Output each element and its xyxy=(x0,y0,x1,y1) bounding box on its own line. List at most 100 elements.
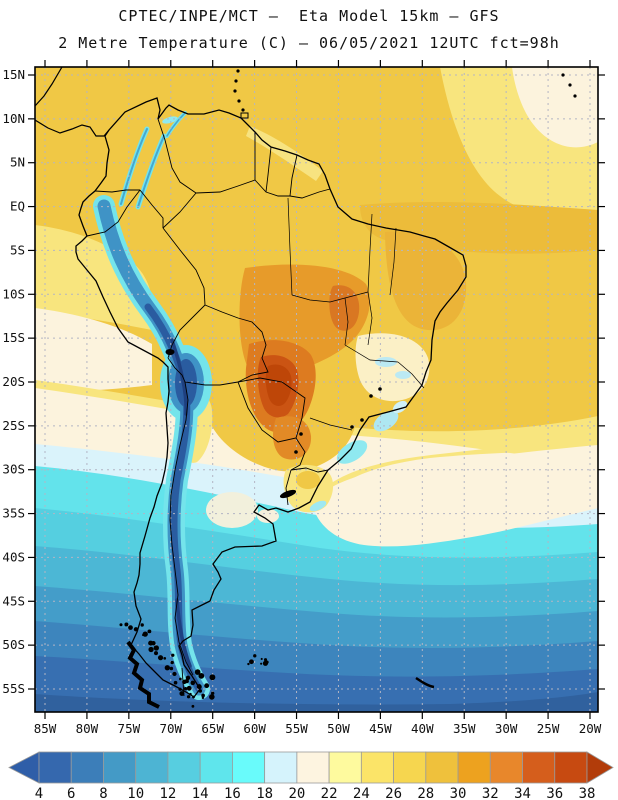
border-guianas-brazil xyxy=(254,179,331,199)
state-line-6 xyxy=(344,297,349,346)
field-paraguay-orange xyxy=(273,416,312,460)
lon-label: 55W xyxy=(285,721,308,736)
state-line-7 xyxy=(344,344,399,363)
malvinas-speck xyxy=(263,658,268,662)
fjord-speck xyxy=(164,665,170,671)
tdf-speck xyxy=(204,683,210,689)
border-uruguay-argentina xyxy=(285,469,292,506)
tdf-speck xyxy=(178,687,182,691)
merida-ridge-core xyxy=(166,112,186,137)
colorbar-cell xyxy=(264,751,298,784)
fjord-speck xyxy=(183,687,188,691)
colorbar-cell xyxy=(554,751,588,784)
colorbar-cell xyxy=(489,751,523,784)
page-subtitle: 2 Metre Temperature (C) – 06/05/2021 12U… xyxy=(58,34,560,52)
border-bolivia-chile xyxy=(167,357,193,384)
field-guiana-coast-pale xyxy=(246,126,323,181)
tdf-speck xyxy=(198,689,203,693)
border-suriname-frguiana xyxy=(289,154,298,197)
fjord-speck xyxy=(157,655,164,661)
fjord-speck xyxy=(201,693,205,698)
colorbar-tick-label: 4 xyxy=(35,786,43,800)
fjord-speck xyxy=(196,684,202,690)
colorbar-cell xyxy=(167,751,201,784)
lat-label: 10N xyxy=(2,111,25,126)
city-dot xyxy=(360,418,364,422)
island-south-georgia xyxy=(415,676,435,689)
fjord-speck xyxy=(119,623,123,627)
tdf-speck xyxy=(198,672,205,679)
fjord-speck xyxy=(153,645,159,651)
colorbar-tick-label: 14 xyxy=(192,786,209,800)
lat-label: 5S xyxy=(10,242,25,257)
field-hot-core-inner xyxy=(265,364,292,406)
lake-titicaca xyxy=(165,349,175,355)
antilles-speck xyxy=(561,73,565,77)
field-uruguay-coast-cyan xyxy=(309,500,327,512)
lat-label: 40S xyxy=(2,549,25,564)
coastline-central-america-pacific xyxy=(35,119,110,137)
lat-label: 10S xyxy=(2,286,25,301)
state-line-4 xyxy=(389,227,397,296)
fjord-speck xyxy=(163,656,167,660)
antilles-speck xyxy=(568,83,572,87)
colorbar-cell xyxy=(232,751,266,784)
field-minas-pale xyxy=(355,333,430,402)
field-plata-cream xyxy=(257,509,279,523)
colombia-ridge-2-core xyxy=(137,135,165,208)
lon-label: 30W xyxy=(495,721,518,736)
fjord-speck xyxy=(133,627,139,632)
colorbar-tick-label: 16 xyxy=(224,786,241,800)
coastline-south-america xyxy=(75,97,467,698)
field-se-coast-cyan-2 xyxy=(373,410,399,432)
lon-label: 20W xyxy=(579,721,602,736)
field-minas-cyan-1 xyxy=(375,357,397,367)
field-minas-cyan-2 xyxy=(395,371,411,379)
colorbar-tick-label: 24 xyxy=(353,786,370,800)
coastline-central-america-caribbean xyxy=(35,67,63,107)
border-argentina-brazil xyxy=(290,437,306,471)
city-dot xyxy=(369,394,373,398)
tdf-speck xyxy=(194,669,201,675)
island-trinidad xyxy=(240,112,249,119)
chile-fjord-coast xyxy=(126,640,160,709)
tdf-speck xyxy=(201,696,205,700)
lat-label: 15S xyxy=(2,330,25,345)
colorbar-tick-label: 20 xyxy=(288,786,305,800)
lat-label: 25S xyxy=(2,418,25,433)
fjord-speck xyxy=(190,680,196,686)
colorbar-tick-label: 6 xyxy=(67,786,75,800)
malvinas-speck xyxy=(265,660,269,664)
border-chile-argentina xyxy=(169,381,194,676)
field-se-coast-cyan-1 xyxy=(336,440,368,464)
city-dot xyxy=(378,387,382,391)
fjord-speck xyxy=(142,631,148,637)
lon-label: 70W xyxy=(159,721,182,736)
colorbar-cell xyxy=(457,751,491,784)
state-line-1 xyxy=(287,197,293,296)
state-line-3 xyxy=(367,213,373,293)
colorbar-tick-label: 18 xyxy=(256,786,273,800)
band-mid-blue xyxy=(35,656,598,712)
colorbar-arrow-right xyxy=(586,751,614,784)
andes-darkest-south xyxy=(175,598,192,668)
lat-label: 5N xyxy=(10,155,25,170)
lon-label: 60W xyxy=(243,721,266,736)
colorbar-tick-label: 38 xyxy=(579,786,596,800)
fjord-speck xyxy=(124,622,129,627)
lat-label: 55S xyxy=(2,681,25,696)
tdf-speck xyxy=(185,675,191,681)
fjord-speck xyxy=(171,653,175,657)
border-venezuela-brazil xyxy=(195,179,256,194)
state-borders xyxy=(287,197,425,431)
axes: 85W 80W 75W 70W 65W 60W 55W 50W 45W 40W 35W 30W 25W 2… xyxy=(2,60,605,736)
border-ecuador-peru xyxy=(86,189,141,237)
field-atlantic-warm-tongue xyxy=(312,445,598,547)
lat-label: 20S xyxy=(2,374,25,389)
antilles-speck xyxy=(236,69,240,73)
lon-label: 40W xyxy=(411,721,434,736)
border-guyana-suriname xyxy=(265,146,272,193)
fjord-speck xyxy=(186,685,192,691)
